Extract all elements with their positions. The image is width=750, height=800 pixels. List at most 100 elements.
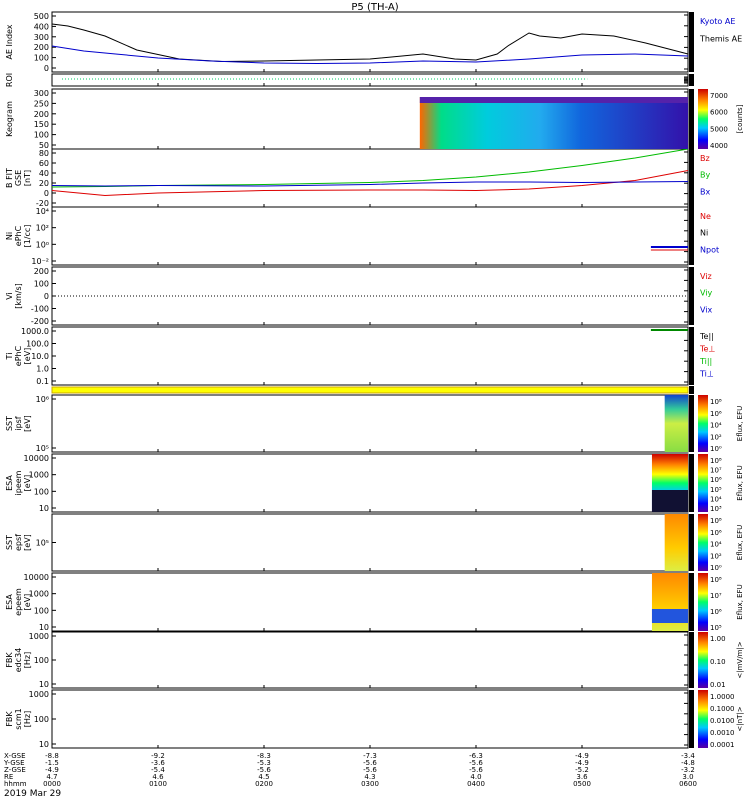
- y-tick-label: 10⁶: [36, 395, 49, 404]
- colorbar: [698, 514, 708, 571]
- colorbar-tick-label: 10⁸: [710, 457, 722, 465]
- colorbar-tick-label: 6000: [710, 109, 728, 117]
- colorbar-tick-label: 10⁶: [710, 608, 722, 616]
- y-tick-label: 100: [34, 606, 49, 615]
- right-axis-bar: [689, 573, 694, 631]
- x-axis-tick-label: 4.7: [46, 773, 57, 781]
- y-tick-label: 10: [39, 504, 49, 513]
- colorbar: [698, 690, 708, 748]
- series-themis-ae: [51, 23, 689, 63]
- y-tick-label: 400: [34, 22, 49, 31]
- colorbar-tick-label: 10⁶: [710, 529, 722, 537]
- colorbar-tick-label: 7000: [710, 92, 728, 100]
- colorbar-tick-label: 10⁸: [710, 517, 722, 525]
- y-axis-label: FBK: [5, 711, 14, 727]
- x-axis-row-label: RE: [4, 773, 13, 781]
- y-tick-label: 300: [34, 33, 49, 42]
- series-kyoto-ae: [51, 45, 689, 65]
- y-tick-label: 100: [34, 54, 49, 63]
- y-tick-label: 1000: [29, 690, 49, 699]
- panel-frame: [51, 148, 689, 208]
- panel-frame: [51, 453, 689, 513]
- colorbar-tick-label: 10⁶: [710, 410, 722, 418]
- x-axis-tick-label: -5.6: [257, 766, 271, 774]
- x-axis-tick-label: 0200: [255, 780, 273, 788]
- x-axis-tick-label: 0000: [43, 780, 61, 788]
- colorbar-tick-label: 10⁸: [710, 576, 722, 584]
- colorbar-tick-label: 10⁸: [710, 398, 722, 406]
- legend-viz: Viz: [700, 272, 712, 281]
- y-tick-label: 100: [34, 280, 49, 289]
- x-axis-tick-label: -6.3: [469, 752, 483, 760]
- y-axis-label: edc34: [14, 648, 23, 673]
- x-axis-tick-label: 3.0: [682, 773, 693, 781]
- panel-esa_i: ESA ipeem [eV]1000010001001010⁸10⁷10⁶10⁵10…: [5, 453, 744, 513]
- right-axis-bar: [689, 149, 694, 207]
- esa-ion-low-band: [651, 490, 688, 512]
- y-tick-label: 10000: [24, 573, 49, 582]
- x-axis-tick-label: 3.6: [576, 773, 588, 781]
- x-axis-row-label: X-GSE: [4, 752, 26, 760]
- colorbar-tick-label: 10⁰: [710, 564, 722, 572]
- panel-roi: ROI: [5, 73, 694, 87]
- x-axis-tick-label: 0600: [679, 780, 697, 788]
- y-axis-label: ESA: [5, 475, 14, 491]
- legend-ti: Ti||: [699, 357, 712, 366]
- legend-by: By: [700, 171, 710, 180]
- y-tick-label: 0: [44, 292, 49, 301]
- y-tick-label: 250: [34, 99, 49, 108]
- right-axis-bar: [689, 89, 694, 149]
- right-axis-bar: [689, 267, 694, 325]
- legend-ni: Ni: [700, 229, 708, 238]
- colorbar-label: Eflux, EFU: [736, 525, 744, 560]
- y-tick-label: 100.0: [26, 340, 49, 349]
- x-axis-tick-label: -1.5: [45, 759, 59, 767]
- legend-bx: Bx: [700, 187, 710, 196]
- y-axis-label: [eV]: [23, 594, 32, 611]
- sst-electron-spectrogram: [664, 514, 688, 571]
- y-tick-label: 50: [39, 141, 49, 150]
- x-axis-tick-label: -5.6: [469, 766, 483, 774]
- panel-frame: [51, 326, 689, 386]
- legend-kyotoae: Kyoto AE: [700, 17, 735, 26]
- time-axis: X-GSEY-GSEZ-GSEREhhmm-8.8-1.5-4.94.70000…: [3, 752, 697, 788]
- legend-te: Te||: [699, 332, 714, 341]
- y-axis-label: ePhC: [14, 345, 23, 366]
- colorbar-tick-label: 4000: [710, 142, 728, 150]
- y-axis-label: Vi: [5, 292, 14, 300]
- right-axis-bar: [689, 395, 694, 452]
- colorbar-tick-label: 10³: [710, 505, 722, 513]
- y-axis-label: scm1: [14, 708, 23, 729]
- y-tick-label: 10⁴: [36, 207, 49, 216]
- colorbar-tick-label: 0.10: [710, 658, 726, 666]
- right-axis-bar: [689, 74, 694, 86]
- colorbar: [698, 632, 708, 688]
- colorbar-label: Eflux, EFU: [736, 584, 744, 619]
- colorbar-label: [counts]: [736, 104, 744, 133]
- right-axis-bar: [689, 454, 694, 512]
- y-axis-label: ePhC: [14, 225, 23, 246]
- y-axis-label: [eV]: [23, 348, 32, 365]
- x-axis-tick-label: -5.6: [363, 759, 377, 767]
- legend-bz: Bz: [700, 154, 710, 163]
- y-tick-label: 10⁰: [36, 240, 49, 249]
- x-axis-tick-label: -8.8: [45, 752, 59, 760]
- y-axis-label: [eV]: [23, 534, 32, 551]
- esa-electron-band: [651, 609, 688, 623]
- colorbar-tick-label: 10⁷: [710, 592, 722, 600]
- colorbar-tick-label: 10⁴: [710, 495, 722, 503]
- y-tick-label: -20: [36, 199, 49, 208]
- y-tick-label: 100: [34, 487, 49, 496]
- right-axis-bar: [689, 12, 694, 72]
- x-axis-tick-label: -4.8: [681, 759, 695, 767]
- y-axis-label: [eV]: [23, 415, 32, 432]
- colorbar-label: <|nT|>: [736, 706, 744, 731]
- x-axis-row-label: hhmm: [4, 780, 27, 788]
- y-tick-label: 10⁻²: [31, 257, 49, 266]
- panel-frame: [51, 513, 689, 572]
- y-tick-label: 10: [39, 680, 49, 689]
- y-axis-label: GSE: [14, 170, 23, 186]
